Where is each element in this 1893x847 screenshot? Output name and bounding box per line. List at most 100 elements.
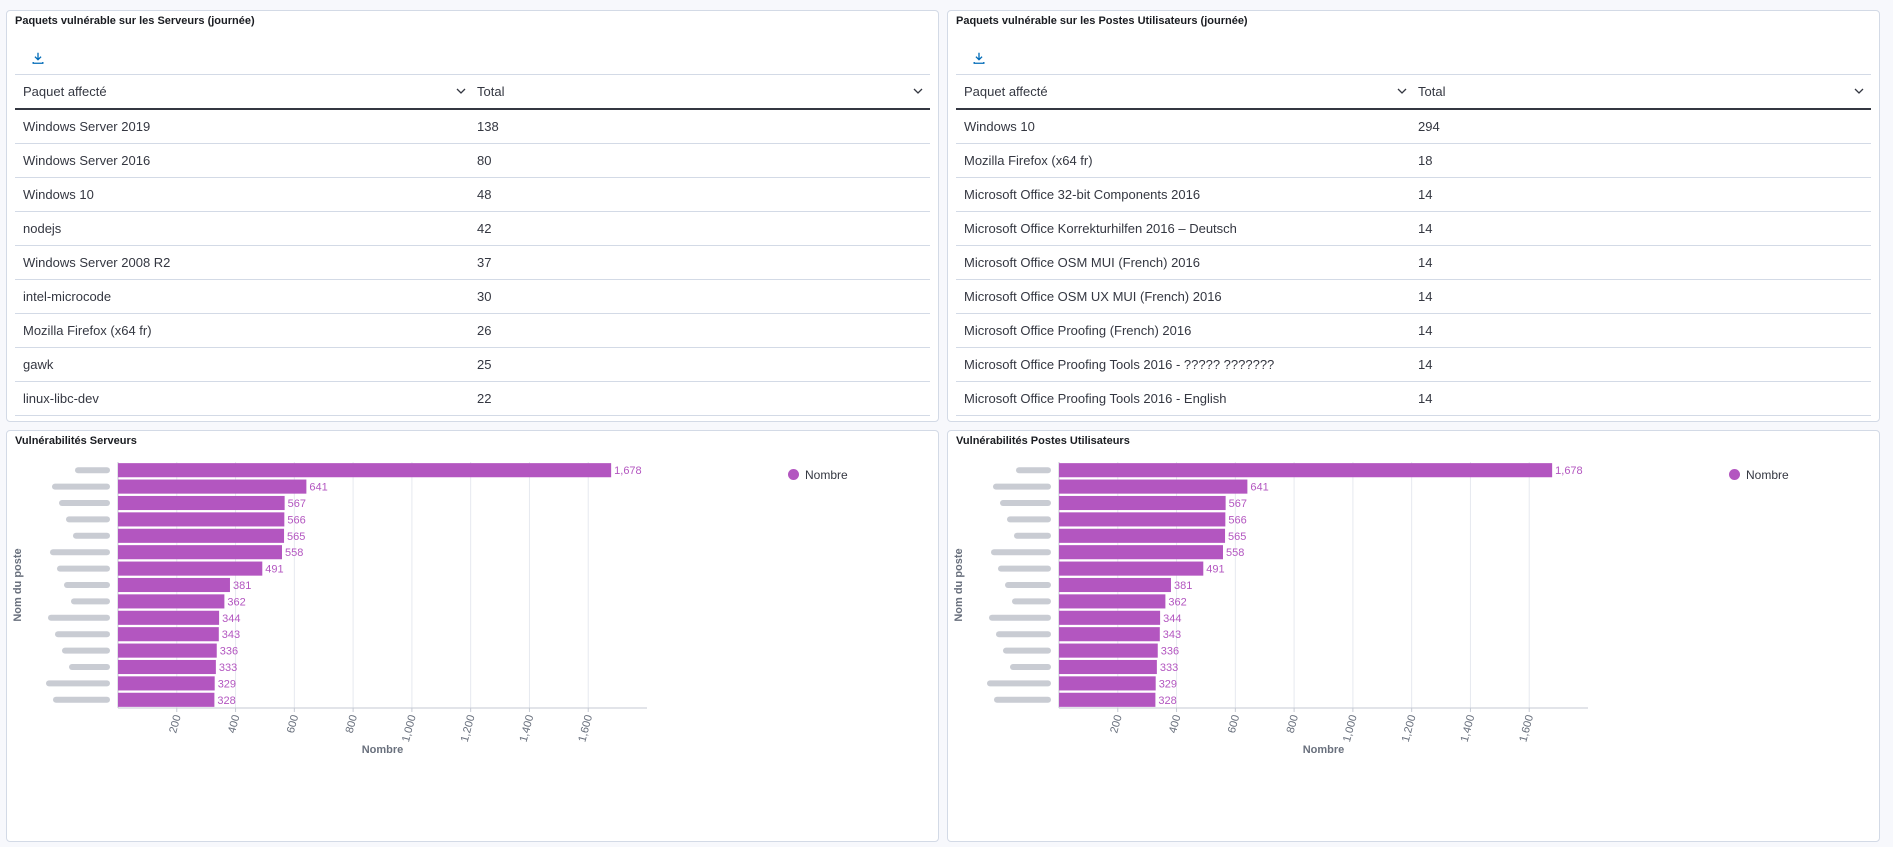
chevron-down-icon[interactable]: [1853, 85, 1865, 97]
download-button[interactable]: [972, 51, 992, 71]
package-cell: gawk: [15, 347, 473, 382]
bar[interactable]: [118, 577, 230, 593]
y-tick-label-obscured: [48, 614, 110, 621]
y-tick-label-obscured: [71, 598, 110, 605]
panel-title: Vulnérabilités Postes Utilisateurs: [956, 435, 1130, 447]
bar[interactable]: [118, 627, 219, 642]
bar[interactable]: [118, 512, 285, 527]
bar[interactable]: [118, 479, 307, 494]
chart-legend[interactable]: Nombre: [1729, 468, 1789, 482]
download-icon: [973, 52, 985, 64]
table-row[interactable]: Microsoft Office OSM UX MUI (French) 201…: [956, 279, 1871, 314]
bar[interactable]: [1059, 561, 1204, 576]
y-tick-label-obscured: [996, 631, 1051, 638]
bar[interactable]: [1059, 676, 1156, 691]
bar[interactable]: [1059, 512, 1226, 527]
total-cell: 14: [1414, 211, 1871, 246]
bar-value-label: 381: [233, 580, 251, 592]
y-tick-label-obscured: [1016, 467, 1051, 474]
bar[interactable]: [1059, 495, 1226, 511]
bar[interactable]: [118, 463, 612, 478]
panel-title: Paquets vulnérable sur les Serveurs (jou…: [15, 15, 255, 27]
table-row[interactable]: Windows Server 2019 138: [15, 109, 930, 144]
total-cell: 14: [1414, 177, 1871, 212]
workstations-table-panel: Paquets vulnérable sur les Postes Utilis…: [947, 10, 1880, 422]
bar-value-label: 329: [218, 678, 236, 690]
table-row[interactable]: Microsoft Office OSM MUI (French) 2016 14: [956, 245, 1871, 280]
bar[interactable]: [1059, 692, 1156, 707]
bar[interactable]: [1059, 479, 1248, 494]
total-cell: 18: [1414, 143, 1871, 178]
table-row[interactable]: Microsoft Office 32-bit Components 2016 1…: [956, 177, 1871, 212]
package-cell: Windows 10: [15, 177, 473, 212]
bar-value-label: 566: [1228, 514, 1246, 526]
workstations-chart-panel: Vulnérabilités Postes Utilisateurs Nombr…: [947, 430, 1880, 842]
table-row[interactable]: Microsoft Office Proofing Tools 2016 - ?…: [956, 347, 1871, 382]
package-cell: Windows Server 2016: [15, 143, 473, 178]
package-cell: Windows 10: [956, 109, 1414, 144]
total-cell: 138: [473, 109, 930, 144]
bar[interactable]: [118, 561, 263, 576]
bar[interactable]: [118, 594, 225, 609]
bar[interactable]: [1059, 627, 1160, 642]
package-cell: linux-libc-dev: [15, 381, 473, 416]
bar[interactable]: [1059, 528, 1226, 543]
bar[interactable]: [118, 643, 217, 658]
bar[interactable]: [118, 545, 282, 560]
column-header-total[interactable]: Total: [473, 74, 930, 110]
chart-legend[interactable]: Nombre: [788, 468, 848, 482]
bar[interactable]: [1059, 463, 1553, 478]
package-cell: Mozilla Firefox (x64 fr): [956, 143, 1414, 178]
download-icon: [32, 52, 44, 64]
bar[interactable]: [118, 659, 216, 675]
package-cell: intel-microcode: [15, 279, 473, 314]
table-row[interactable]: gawk 25: [15, 347, 930, 382]
column-header-package[interactable]: Paquet affecté: [956, 74, 1414, 110]
table-row[interactable]: Windows Server 2008 R2 37: [15, 245, 930, 280]
bar-value-label: 567: [288, 498, 306, 510]
table-row[interactable]: Mozilla Firefox (x64 fr) 18: [956, 143, 1871, 178]
bar[interactable]: [118, 676, 215, 691]
bar[interactable]: [1059, 643, 1158, 658]
total-cell: 14: [1414, 347, 1871, 382]
bar[interactable]: [118, 495, 285, 511]
total-cell: 80: [473, 143, 930, 178]
column-header-package[interactable]: Paquet affecté: [15, 74, 473, 110]
bar[interactable]: [118, 528, 285, 543]
bar[interactable]: [1059, 545, 1223, 560]
table-row[interactable]: Microsoft Office Korrekturhilfen 2016 – …: [956, 211, 1871, 246]
workstations-bar-chart: 200 400 600 800 1,000 1,200 1,400 1,600 1,678 641…: [953, 462, 1588, 756]
total-cell: 22: [473, 381, 930, 416]
bar-value-label: 565: [1228, 531, 1246, 543]
column-header-total[interactable]: Total: [1414, 74, 1871, 110]
bar[interactable]: [118, 610, 220, 625]
total-cell: 294: [1414, 109, 1871, 144]
table-row[interactable]: Mozilla Firefox (x64 fr) 26: [15, 313, 930, 348]
bar[interactable]: [1059, 594, 1166, 609]
bar[interactable]: [118, 692, 215, 707]
y-tick-label-obscured: [53, 696, 110, 703]
table-row[interactable]: linux-libc-dev 22: [15, 381, 930, 416]
bar[interactable]: [1059, 610, 1161, 625]
table-row[interactable]: Windows 10 294: [956, 109, 1871, 144]
y-axis-title: Nom du poste: [12, 548, 24, 621]
table-row[interactable]: Microsoft Office Proofing (French) 2016 1…: [956, 313, 1871, 348]
download-button[interactable]: [31, 51, 51, 71]
table-row[interactable]: Microsoft Office Proofing Tools 2016 - E…: [956, 381, 1871, 416]
bar[interactable]: [1059, 659, 1157, 675]
bar[interactable]: [1059, 577, 1171, 593]
bar-value-label: 558: [285, 547, 303, 559]
table-row[interactable]: Windows 10 48: [15, 177, 930, 212]
chevron-down-icon[interactable]: [455, 85, 467, 97]
chevron-down-icon[interactable]: [1396, 85, 1408, 97]
y-tick-label-obscured: [73, 532, 110, 539]
table-row[interactable]: Windows Server 2016 80: [15, 143, 930, 178]
total-cell: 42: [473, 211, 930, 246]
chevron-down-icon[interactable]: [912, 85, 924, 97]
servers-bar-chart: 200 400 600 800 1,000 1,200 1,400 1,600 1,678 641…: [12, 462, 647, 756]
table-row[interactable]: nodejs 42: [15, 211, 930, 246]
x-tick-label: 1,600: [576, 714, 595, 744]
y-tick-label-obscured: [57, 565, 110, 572]
column-header-label: Paquet affecté: [964, 84, 1048, 99]
table-row[interactable]: intel-microcode 30: [15, 279, 930, 314]
